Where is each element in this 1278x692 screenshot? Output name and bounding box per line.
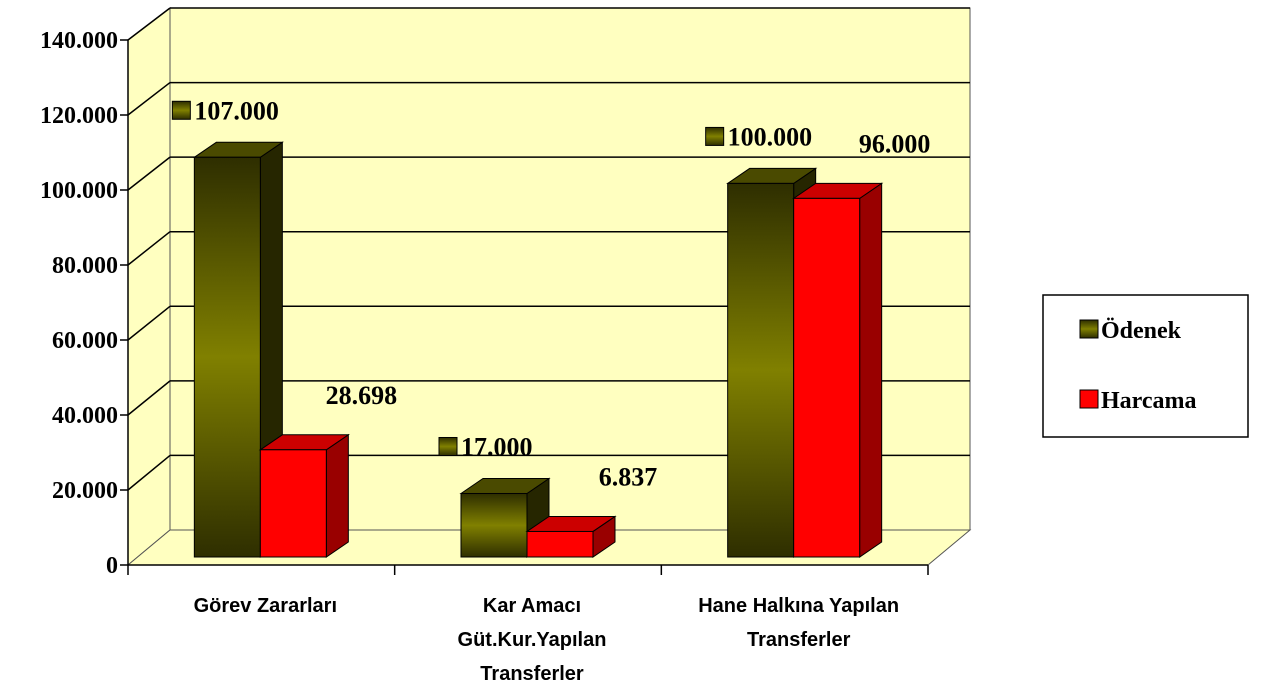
grid-line: [127, 454, 171, 491]
y-tick-label: 100.000: [40, 178, 118, 204]
y-tick-label: 20.000: [52, 478, 118, 504]
bar: [525, 515, 617, 558]
bar-front: [193, 156, 261, 558]
value-label: 28.698: [326, 381, 398, 410]
bar: [258, 433, 350, 558]
bar-side: [859, 182, 883, 558]
value-label: 6.837: [599, 462, 658, 491]
value-label: 17.000: [461, 432, 533, 461]
y-tick-label: 60.000: [52, 328, 118, 354]
label-key: [705, 126, 725, 146]
label-key: [438, 436, 458, 456]
grid-line: [127, 7, 171, 41]
bar-front: [259, 449, 327, 558]
y-tick-label: 140.000: [40, 28, 118, 54]
bar-front: [793, 197, 861, 558]
x-tick-label: Transferler: [480, 663, 584, 685]
value-label: 96.000: [859, 129, 931, 158]
side-wall: [127, 6, 171, 567]
x-tick-label: Görev Zararları: [194, 595, 337, 617]
x-tick-label: Kar Amacı: [483, 595, 581, 617]
bar-front: [526, 530, 594, 558]
x-tick-label: Transferler: [747, 629, 851, 651]
grid-line: [127, 231, 171, 266]
grid-line: [127, 380, 171, 416]
legend-label: Harcama: [1101, 388, 1197, 414]
x-tick-label: Hane Halkına Yapılan: [698, 595, 899, 617]
bar-front: [727, 182, 795, 558]
x-tick-label: Güt.Kur.Yapılan: [458, 629, 607, 651]
label-key: [171, 100, 191, 120]
legend-label: Ödenek: [1101, 318, 1182, 344]
value-label: 100.000: [728, 122, 813, 151]
y-tick-label: 0: [106, 553, 118, 579]
y-tick-label: 40.000: [52, 403, 118, 429]
legend-box: [1042, 294, 1249, 438]
grid-line: [127, 81, 171, 116]
bar-front: [460, 492, 528, 558]
bar: [792, 182, 884, 558]
y-tick-label: 80.000: [52, 253, 118, 279]
bar-side: [325, 433, 349, 558]
grid-line: [127, 305, 171, 341]
legend-swatch: [1079, 319, 1099, 339]
y-tick-label: 120.000: [40, 103, 118, 129]
grid-line: [127, 156, 171, 191]
value-label: 107.000: [194, 96, 278, 125]
legend-swatch: [1079, 389, 1099, 409]
